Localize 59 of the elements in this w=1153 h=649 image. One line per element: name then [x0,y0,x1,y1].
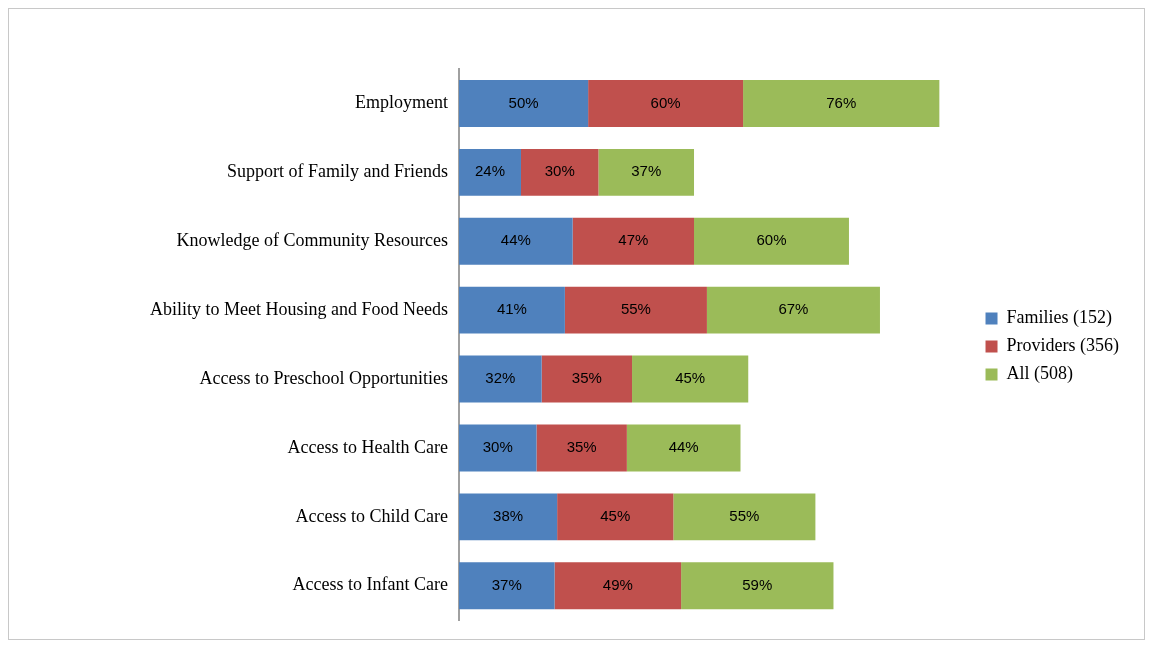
bar [706,286,880,334]
bar [459,148,521,196]
data-label: 32% [485,369,516,387]
bar [557,493,674,541]
data-label: 35% [566,438,597,456]
bar [541,355,633,403]
bar [588,80,744,127]
y-tick-label: Access to Infant Care [292,574,449,595]
bar [673,493,816,541]
data-label: 37% [491,575,522,593]
data-label: 44% [668,438,699,456]
y-tick-label: Access to Child Care [295,505,449,526]
data-label: 45% [600,506,631,524]
bar [459,286,565,334]
bar [681,562,834,610]
data-label: 24% [474,162,506,180]
bar [554,562,682,610]
data-label: 60% [650,93,681,111]
bar [564,286,707,334]
data-label: 76% [826,93,857,111]
data-label: 30% [544,162,575,180]
data-label: 30% [482,438,513,456]
data-label: 50% [508,93,539,111]
legend-label: Families (152) [1006,307,1113,329]
bar [632,355,749,403]
bar [598,148,695,196]
bar [459,80,589,127]
data-label: 37% [631,162,662,180]
bar [459,562,555,610]
bar [520,148,599,196]
bar [626,424,741,472]
data-label: 45% [675,369,706,387]
data-label: 67% [778,300,809,318]
bar [459,217,573,265]
y-tick-label: Access to Preschool Opportunities [199,367,448,388]
bar [459,355,542,403]
data-label: 55% [729,506,760,524]
bar [459,424,537,472]
bar [536,424,627,472]
data-label: 41% [496,300,527,318]
bar [694,217,849,265]
data-label: 44% [500,231,531,249]
legend-label: All (508) [1006,363,1074,385]
y-tick-label: Employment [355,92,448,113]
bar [459,493,558,541]
data-label: 59% [742,575,773,593]
data-label: 38% [493,506,524,524]
y-tick-label: Ability to Meet Housing and Food Needs [150,298,448,319]
data-label: 47% [618,231,649,249]
y-tick-label: Knowledge of Community Resources [176,229,448,250]
data-label: 35% [571,369,602,387]
data-label: 49% [602,575,633,593]
y-tick-label: Access to Health Care [287,436,449,457]
data-label: 55% [620,300,651,318]
bar [743,80,940,127]
bar [572,217,695,265]
y-tick-label: Support of Family and Friends [227,161,448,182]
data-label: 60% [756,231,787,249]
legend-label: Providers (356) [1006,335,1120,357]
